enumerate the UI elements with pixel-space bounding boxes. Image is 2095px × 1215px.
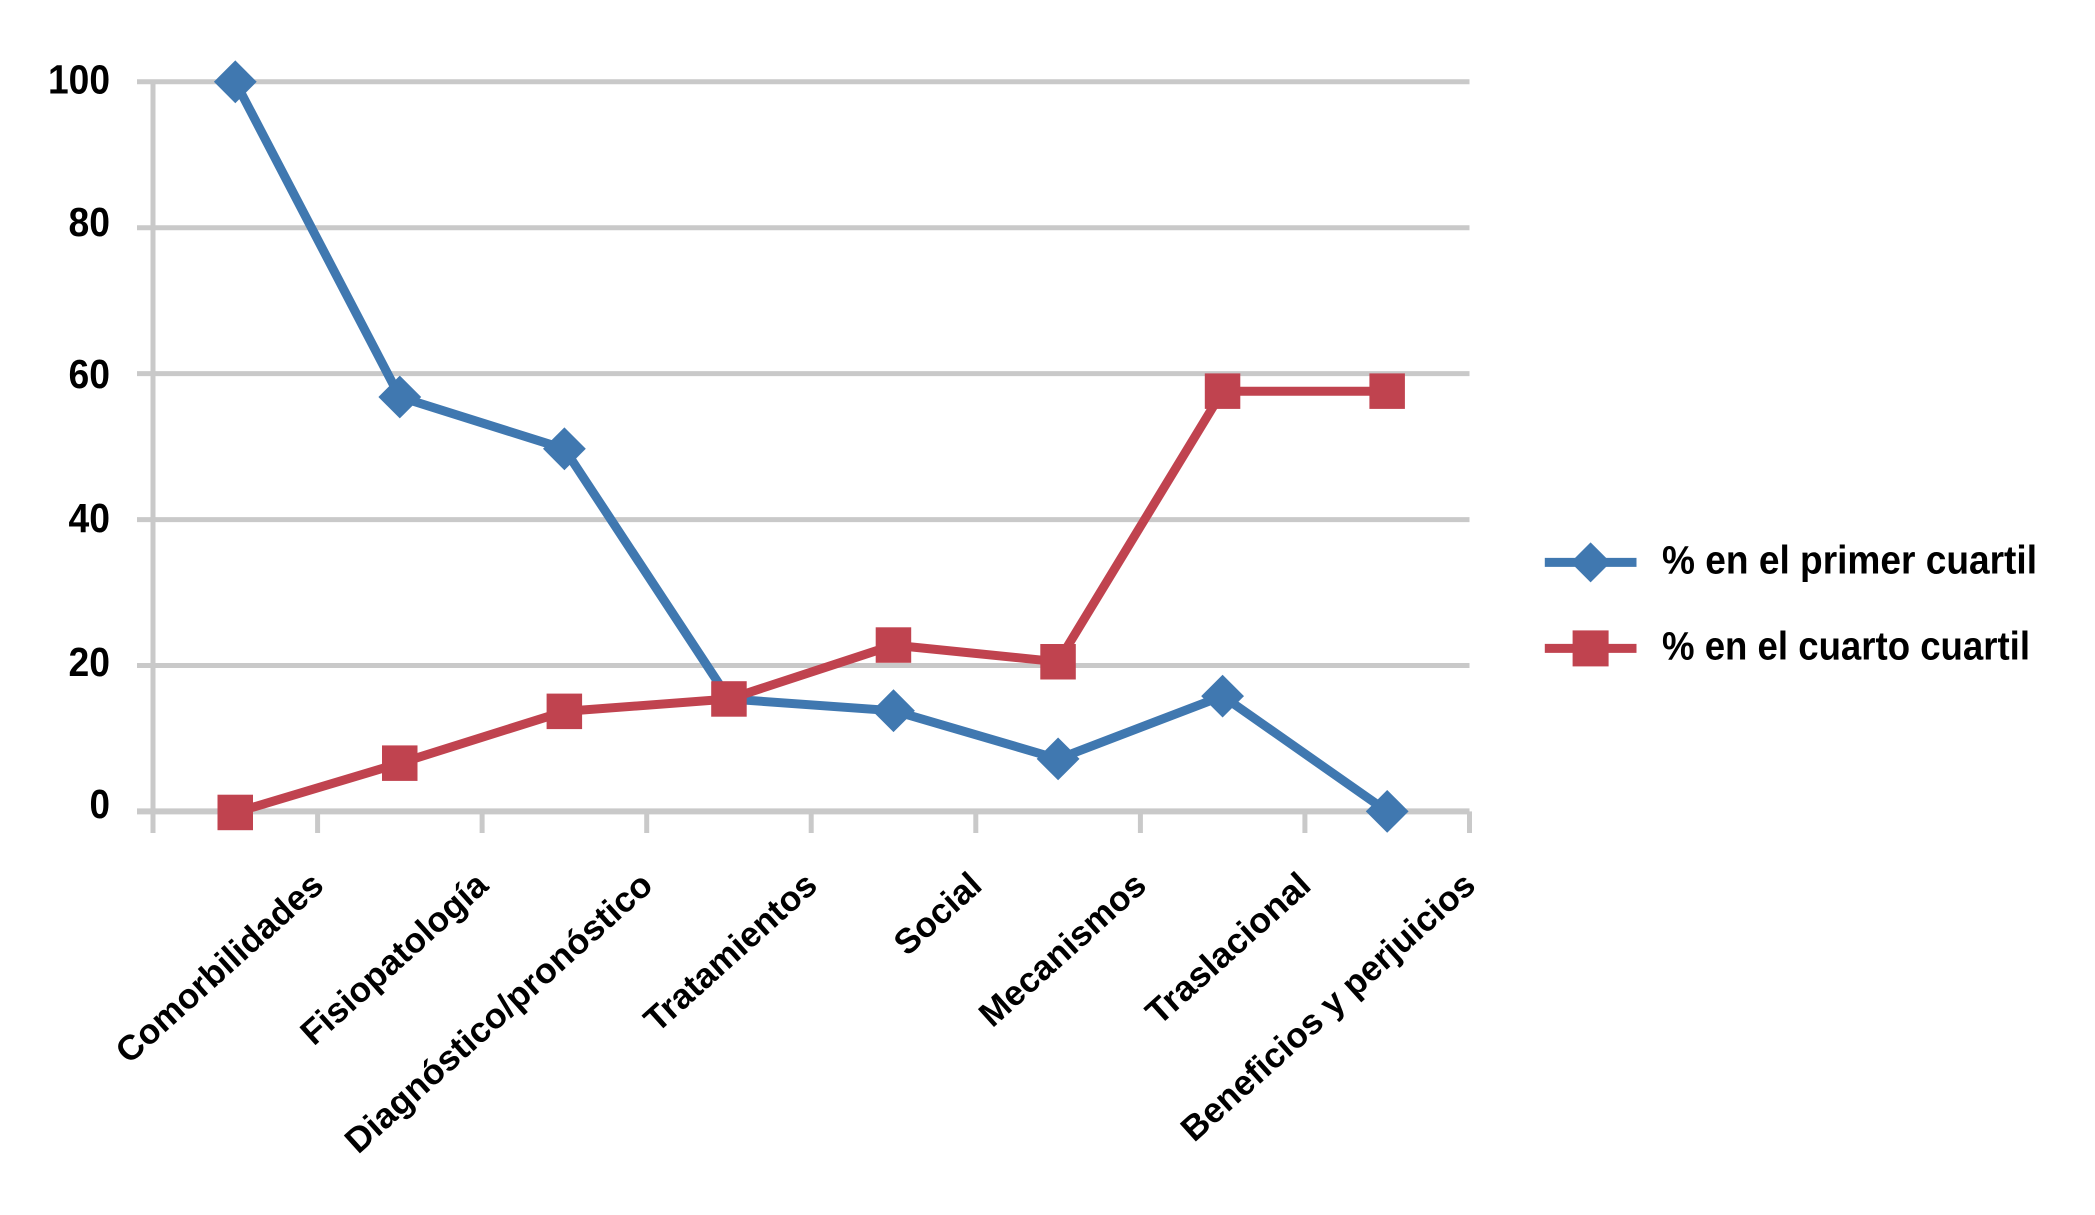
svg-text:40: 40 [69,495,111,541]
svg-text:% en el cuarto cuartil: % en el cuarto cuartil [1662,624,2030,668]
svg-text:60: 60 [69,351,111,397]
svg-text:20: 20 [69,639,111,685]
svg-text:100: 100 [48,57,110,103]
svg-text:% en el primer cuartil: % en el primer cuartil [1662,538,2037,582]
svg-text:0: 0 [90,781,111,827]
svg-text:80: 80 [69,199,111,245]
